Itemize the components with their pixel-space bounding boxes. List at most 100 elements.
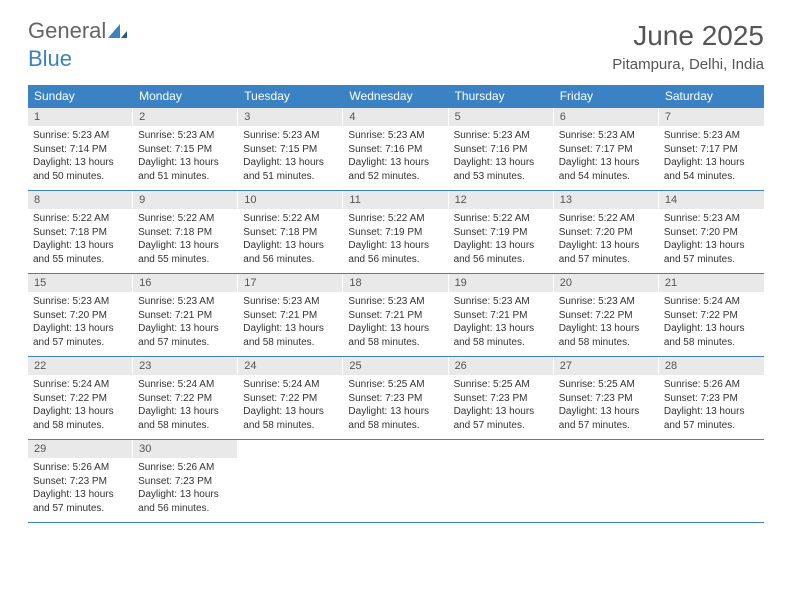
sunset-text: Sunset: 7:23 PM [33, 475, 128, 489]
day-details: Sunrise: 5:23 AMSunset: 7:20 PMDaylight:… [659, 209, 764, 272]
daylight-text: Daylight: 13 hours and 58 minutes. [138, 405, 233, 432]
weekday-header: Monday [133, 85, 238, 108]
daylight-text: Daylight: 13 hours and 58 minutes. [348, 405, 443, 432]
day-details: Sunrise: 5:22 AMSunset: 7:20 PMDaylight:… [554, 209, 659, 272]
daylight-text: Daylight: 13 hours and 57 minutes. [559, 239, 654, 266]
calendar-cell: 25Sunrise: 5:25 AMSunset: 7:23 PMDayligh… [343, 357, 448, 439]
sunset-text: Sunset: 7:22 PM [243, 392, 338, 406]
daylight-text: Daylight: 13 hours and 55 minutes. [33, 239, 128, 266]
day-details: Sunrise: 5:23 AMSunset: 7:16 PMDaylight:… [343, 126, 448, 189]
day-number: 7 [659, 108, 764, 126]
sunset-text: Sunset: 7:21 PM [454, 309, 549, 323]
day-number: 19 [449, 274, 554, 292]
sunrise-text: Sunrise: 5:23 AM [348, 129, 443, 143]
day-details: Sunrise: 5:23 AMSunset: 7:17 PMDaylight:… [554, 126, 659, 189]
day-number: 4 [343, 108, 448, 126]
day-details: Sunrise: 5:23 AMSunset: 7:17 PMDaylight:… [659, 126, 764, 189]
header: General Blue June 2025 Pitampura, Delhi,… [28, 20, 764, 73]
logo-text-blue: Blue [28, 46, 72, 71]
day-details: Sunrise: 5:23 AMSunset: 7:15 PMDaylight:… [133, 126, 238, 189]
sunset-text: Sunset: 7:18 PM [243, 226, 338, 240]
sunset-text: Sunset: 7:15 PM [243, 143, 338, 157]
day-number: 14 [659, 191, 764, 209]
day-number: 25 [343, 357, 448, 375]
sunset-text: Sunset: 7:22 PM [664, 309, 759, 323]
logo-text-general: General [28, 18, 106, 43]
day-details: Sunrise: 5:24 AMSunset: 7:22 PMDaylight:… [133, 375, 238, 438]
calendar-cell: 1Sunrise: 5:23 AMSunset: 7:14 PMDaylight… [28, 108, 133, 190]
day-details: Sunrise: 5:24 AMSunset: 7:22 PMDaylight:… [238, 375, 343, 438]
daylight-text: Daylight: 13 hours and 52 minutes. [348, 156, 443, 183]
sunrise-text: Sunrise: 5:23 AM [243, 295, 338, 309]
calendar-cell: 20Sunrise: 5:23 AMSunset: 7:22 PMDayligh… [554, 274, 659, 356]
sunset-text: Sunset: 7:20 PM [33, 309, 128, 323]
daylight-text: Daylight: 13 hours and 51 minutes. [138, 156, 233, 183]
daylight-text: Daylight: 13 hours and 51 minutes. [243, 156, 338, 183]
sunrise-text: Sunrise: 5:23 AM [559, 295, 654, 309]
daylight-text: Daylight: 13 hours and 57 minutes. [33, 488, 128, 515]
day-number: 26 [449, 357, 554, 375]
calendar-cell: 22Sunrise: 5:24 AMSunset: 7:22 PMDayligh… [28, 357, 133, 439]
day-number: 17 [238, 274, 343, 292]
daylight-text: Daylight: 13 hours and 50 minutes. [33, 156, 128, 183]
calendar-cell: 18Sunrise: 5:23 AMSunset: 7:21 PMDayligh… [343, 274, 448, 356]
sunrise-text: Sunrise: 5:22 AM [33, 212, 128, 226]
title-block: June 2025 Pitampura, Delhi, India [612, 20, 764, 73]
sunset-text: Sunset: 7:15 PM [138, 143, 233, 157]
daylight-text: Daylight: 13 hours and 58 minutes. [664, 322, 759, 349]
calendar-cell: 2Sunrise: 5:23 AMSunset: 7:15 PMDaylight… [133, 108, 238, 190]
sunrise-text: Sunrise: 5:26 AM [33, 461, 128, 475]
calendar-cell: 5Sunrise: 5:23 AMSunset: 7:16 PMDaylight… [449, 108, 554, 190]
day-number: 13 [554, 191, 659, 209]
day-details: Sunrise: 5:23 AMSunset: 7:21 PMDaylight:… [449, 292, 554, 355]
calendar-cell: 4Sunrise: 5:23 AMSunset: 7:16 PMDaylight… [343, 108, 448, 190]
sunrise-text: Sunrise: 5:23 AM [33, 295, 128, 309]
sunrise-text: Sunrise: 5:23 AM [138, 295, 233, 309]
calendar: Sunday Monday Tuesday Wednesday Thursday… [28, 85, 764, 523]
location: Pitampura, Delhi, India [612, 56, 764, 73]
calendar-cell [343, 440, 448, 522]
calendar-row: 15Sunrise: 5:23 AMSunset: 7:20 PMDayligh… [28, 274, 764, 357]
day-details: Sunrise: 5:26 AMSunset: 7:23 PMDaylight:… [659, 375, 764, 438]
day-details: Sunrise: 5:22 AMSunset: 7:18 PMDaylight:… [238, 209, 343, 272]
calendar-cell: 26Sunrise: 5:25 AMSunset: 7:23 PMDayligh… [449, 357, 554, 439]
sunrise-text: Sunrise: 5:23 AM [454, 129, 549, 143]
calendar-cell: 29Sunrise: 5:26 AMSunset: 7:23 PMDayligh… [28, 440, 133, 522]
sunset-text: Sunset: 7:20 PM [664, 226, 759, 240]
sunset-text: Sunset: 7:16 PM [348, 143, 443, 157]
day-number: 22 [28, 357, 133, 375]
weekday-header: Wednesday [343, 85, 448, 108]
daylight-text: Daylight: 13 hours and 58 minutes. [348, 322, 443, 349]
sunset-text: Sunset: 7:16 PM [454, 143, 549, 157]
day-details: Sunrise: 5:24 AMSunset: 7:22 PMDaylight:… [28, 375, 133, 438]
logo-text: General Blue [28, 20, 128, 70]
day-number: 12 [449, 191, 554, 209]
calendar-header-row: Sunday Monday Tuesday Wednesday Thursday… [28, 85, 764, 108]
daylight-text: Daylight: 13 hours and 56 minutes. [243, 239, 338, 266]
day-details: Sunrise: 5:25 AMSunset: 7:23 PMDaylight:… [449, 375, 554, 438]
daylight-text: Daylight: 13 hours and 57 minutes. [664, 239, 759, 266]
day-number: 24 [238, 357, 343, 375]
sail-icon [108, 20, 128, 42]
page: General Blue June 2025 Pitampura, Delhi,… [0, 0, 792, 543]
weekday-header: Sunday [28, 85, 133, 108]
sunset-text: Sunset: 7:19 PM [454, 226, 549, 240]
day-details: Sunrise: 5:23 AMSunset: 7:22 PMDaylight:… [554, 292, 659, 355]
calendar-cell: 14Sunrise: 5:23 AMSunset: 7:20 PMDayligh… [659, 191, 764, 273]
calendar-cell: 23Sunrise: 5:24 AMSunset: 7:22 PMDayligh… [133, 357, 238, 439]
calendar-cell: 3Sunrise: 5:23 AMSunset: 7:15 PMDaylight… [238, 108, 343, 190]
sunset-text: Sunset: 7:21 PM [243, 309, 338, 323]
weekday-header: Friday [554, 85, 659, 108]
calendar-cell: 12Sunrise: 5:22 AMSunset: 7:19 PMDayligh… [449, 191, 554, 273]
sunrise-text: Sunrise: 5:23 AM [664, 212, 759, 226]
sunrise-text: Sunrise: 5:25 AM [454, 378, 549, 392]
day-number: 30 [133, 440, 238, 458]
day-number: 3 [238, 108, 343, 126]
day-details: Sunrise: 5:22 AMSunset: 7:19 PMDaylight:… [449, 209, 554, 272]
day-details: Sunrise: 5:23 AMSunset: 7:16 PMDaylight:… [449, 126, 554, 189]
day-details: Sunrise: 5:22 AMSunset: 7:19 PMDaylight:… [343, 209, 448, 272]
sunset-text: Sunset: 7:22 PM [138, 392, 233, 406]
daylight-text: Daylight: 13 hours and 54 minutes. [559, 156, 654, 183]
calendar-cell: 28Sunrise: 5:26 AMSunset: 7:23 PMDayligh… [659, 357, 764, 439]
sunrise-text: Sunrise: 5:22 AM [348, 212, 443, 226]
